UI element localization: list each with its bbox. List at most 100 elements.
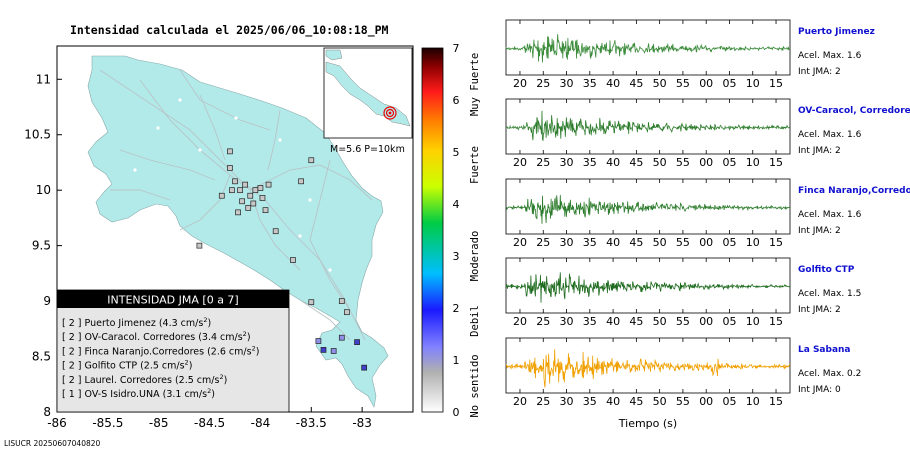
- station-point: [290, 257, 296, 263]
- trace-tick-label: 15: [769, 156, 783, 169]
- station-point: [338, 334, 345, 341]
- trace-tick-label: 05: [722, 236, 736, 249]
- legend-item: [ 2 ] Golfito CTP (2.5 cm/s2): [62, 359, 192, 372]
- map-x-axis: -86 -85.5 -85 -84.5 -84 -83.5 -83: [47, 407, 372, 430]
- inset-map: M=5.6 P=10km: [323, 47, 413, 155]
- trace-tick-label: 20: [513, 236, 527, 249]
- trace-waveform: [505, 272, 791, 303]
- legend-item-accel: (3.4 cm/s: [198, 332, 243, 343]
- trace-tick-label: 45: [629, 315, 643, 328]
- colorbar-tick-label: 2: [453, 302, 460, 315]
- trace-tick-label: 55: [676, 77, 690, 90]
- map-y-tick-label: 8: [43, 405, 51, 419]
- map-title: Intensidad calculada el 2025/06/06_10:08…: [70, 23, 389, 38]
- station-point: [308, 157, 315, 164]
- trace-accel-max: Acel. Max. 1.5: [798, 289, 861, 299]
- trace-tick-label: 50: [653, 395, 667, 408]
- colorbar-category-label: No sentido: [469, 354, 481, 417]
- trace-tick-label: 55: [676, 395, 690, 408]
- trace-waveform: [505, 110, 791, 141]
- trace-tick-label: 05: [722, 315, 736, 328]
- trace-accel-max: Acel. Max. 1.6: [798, 210, 862, 220]
- trace-tick-label: 30: [560, 236, 574, 249]
- colorbar-tick-label: 1: [453, 354, 460, 367]
- colorbar-category-label: Moderado: [469, 231, 481, 282]
- legend-item-accel: (2.5 cm/s: [140, 361, 185, 372]
- colorbar-category-label: Muy Fuerte: [469, 53, 481, 116]
- legend-item-station: Laurel. Corredores: [85, 375, 175, 386]
- trace-tick-label: 45: [629, 77, 643, 90]
- map-y-tick-label: 11: [36, 72, 51, 86]
- station-point: [298, 178, 304, 185]
- colorbar-tick-label: 0: [453, 406, 460, 419]
- trace-tick-label: 10: [746, 236, 760, 249]
- trace-tick-label: 35: [583, 156, 597, 169]
- legend-item-close: ): [256, 346, 260, 357]
- legend-item-accel: (2.5 cm/s: [175, 375, 220, 386]
- station-markers: [196, 148, 368, 371]
- trace-tick-label: 00: [699, 236, 713, 249]
- legend-item-sup: 2: [207, 387, 211, 395]
- station-point: [227, 148, 233, 155]
- station-point: [242, 181, 249, 188]
- map-y-tick-label: 10.5: [24, 128, 51, 142]
- intensity-legend: INTENSIDAD JMA [0 a 7] [ 2 ] Puerto Jime…: [56, 289, 290, 413]
- legend-item: [ 2 ] Laurel. Corredores (2.5 cm/s2): [62, 373, 227, 386]
- map-y-tick-label: 9: [43, 294, 51, 308]
- trace-panel: 20 25 30 35 40 45 50 55 00 05 10 15 Finca Naranjo,Co…: [505, 178, 910, 249]
- legend-item-sup: 2: [185, 359, 189, 367]
- trace-tick-label: 30: [560, 315, 574, 328]
- trace-int-jma: Int JMA: 2: [798, 67, 841, 77]
- legend-item-close: ): [247, 332, 251, 343]
- trace-int-jma: Int JMA: 0: [798, 385, 841, 395]
- trace-tick-label: 25: [536, 315, 550, 328]
- station-point: [235, 209, 241, 216]
- trace-station-name: Puerto Jimenez: [798, 27, 875, 37]
- legend-item-sup: 2: [243, 330, 247, 338]
- trace-tick-label: 05: [722, 156, 736, 169]
- legend-item: [ 2 ] Puerto Jimenez (4.3 cm/s2): [62, 316, 211, 329]
- map-x-tick-label: -84: [251, 416, 271, 430]
- intensity-colorbar: 0 1 2 3 4 5 6 7 No sentido Debil Moderado Fuerte Mu…: [421, 42, 481, 419]
- station-point: [308, 299, 315, 306]
- station-point: [338, 298, 345, 304]
- station-point: [247, 192, 254, 199]
- trace-tick-label: 05: [722, 395, 736, 408]
- trace-tick-label: 10: [746, 156, 760, 169]
- traces-x-label: Tiempo (s): [618, 417, 677, 430]
- legend-item-station: Finca Naranjo.Corredores: [85, 346, 208, 357]
- trace-panel: 20 25 30 35 40 45 50 55 00 05 10 15 La Sabana Acel. M…: [505, 337, 861, 408]
- trace-tick-label: 45: [629, 395, 643, 408]
- legend-item: [ 2 ] OV-Caracol. Corredores (3.4 cm/s2): [62, 330, 251, 343]
- trace-tick-label: 50: [653, 156, 667, 169]
- trace-waveform: [505, 34, 791, 63]
- trace-tick-label: 10: [746, 395, 760, 408]
- trace-tick-label: 35: [583, 395, 597, 408]
- trace-waveform: [505, 349, 791, 388]
- map-x-tick-label: -83.5: [296, 416, 327, 430]
- legend-item-station: Golfito CTP: [85, 361, 141, 372]
- legend-item-intensity: [ 1 ]: [62, 389, 85, 400]
- colorbar-tick-label: 5: [453, 146, 460, 159]
- trace-tick-label: 15: [769, 77, 783, 90]
- trace-tick-label: 20: [513, 315, 527, 328]
- legend-item-station: OV-S Isidro.UNA: [85, 389, 163, 400]
- legend-item-sup: 2: [219, 373, 223, 381]
- trace-tick-label: 15: [769, 315, 783, 328]
- trace-tick-label: 40: [606, 315, 620, 328]
- trace-tick-label: 35: [583, 315, 597, 328]
- legend-item-close: ): [211, 389, 215, 400]
- trace-int-jma: Int JMA: 2: [798, 226, 841, 236]
- seismogram-traces: 20 25 30 35 40 45 50 55 00 05 10 15 Puerto Jimenez Ac…: [505, 19, 910, 408]
- trace-tick-label: 00: [699, 395, 713, 408]
- station-point: [229, 187, 235, 194]
- trace-tick-label: 15: [769, 236, 783, 249]
- trace-panel: 20 25 30 35 40 45 50 55 00 05 10 15 Puerto Jimenez Ac…: [505, 19, 875, 90]
- legend-item-accel: (2.6 cm/s: [207, 346, 252, 357]
- trace-tick-label: 05: [722, 77, 736, 90]
- colorbar-category-label: Debil: [469, 305, 481, 337]
- legend-item-sup: 2: [203, 316, 207, 324]
- trace-tick-label: 40: [606, 395, 620, 408]
- trace-tick-label: 25: [536, 236, 550, 249]
